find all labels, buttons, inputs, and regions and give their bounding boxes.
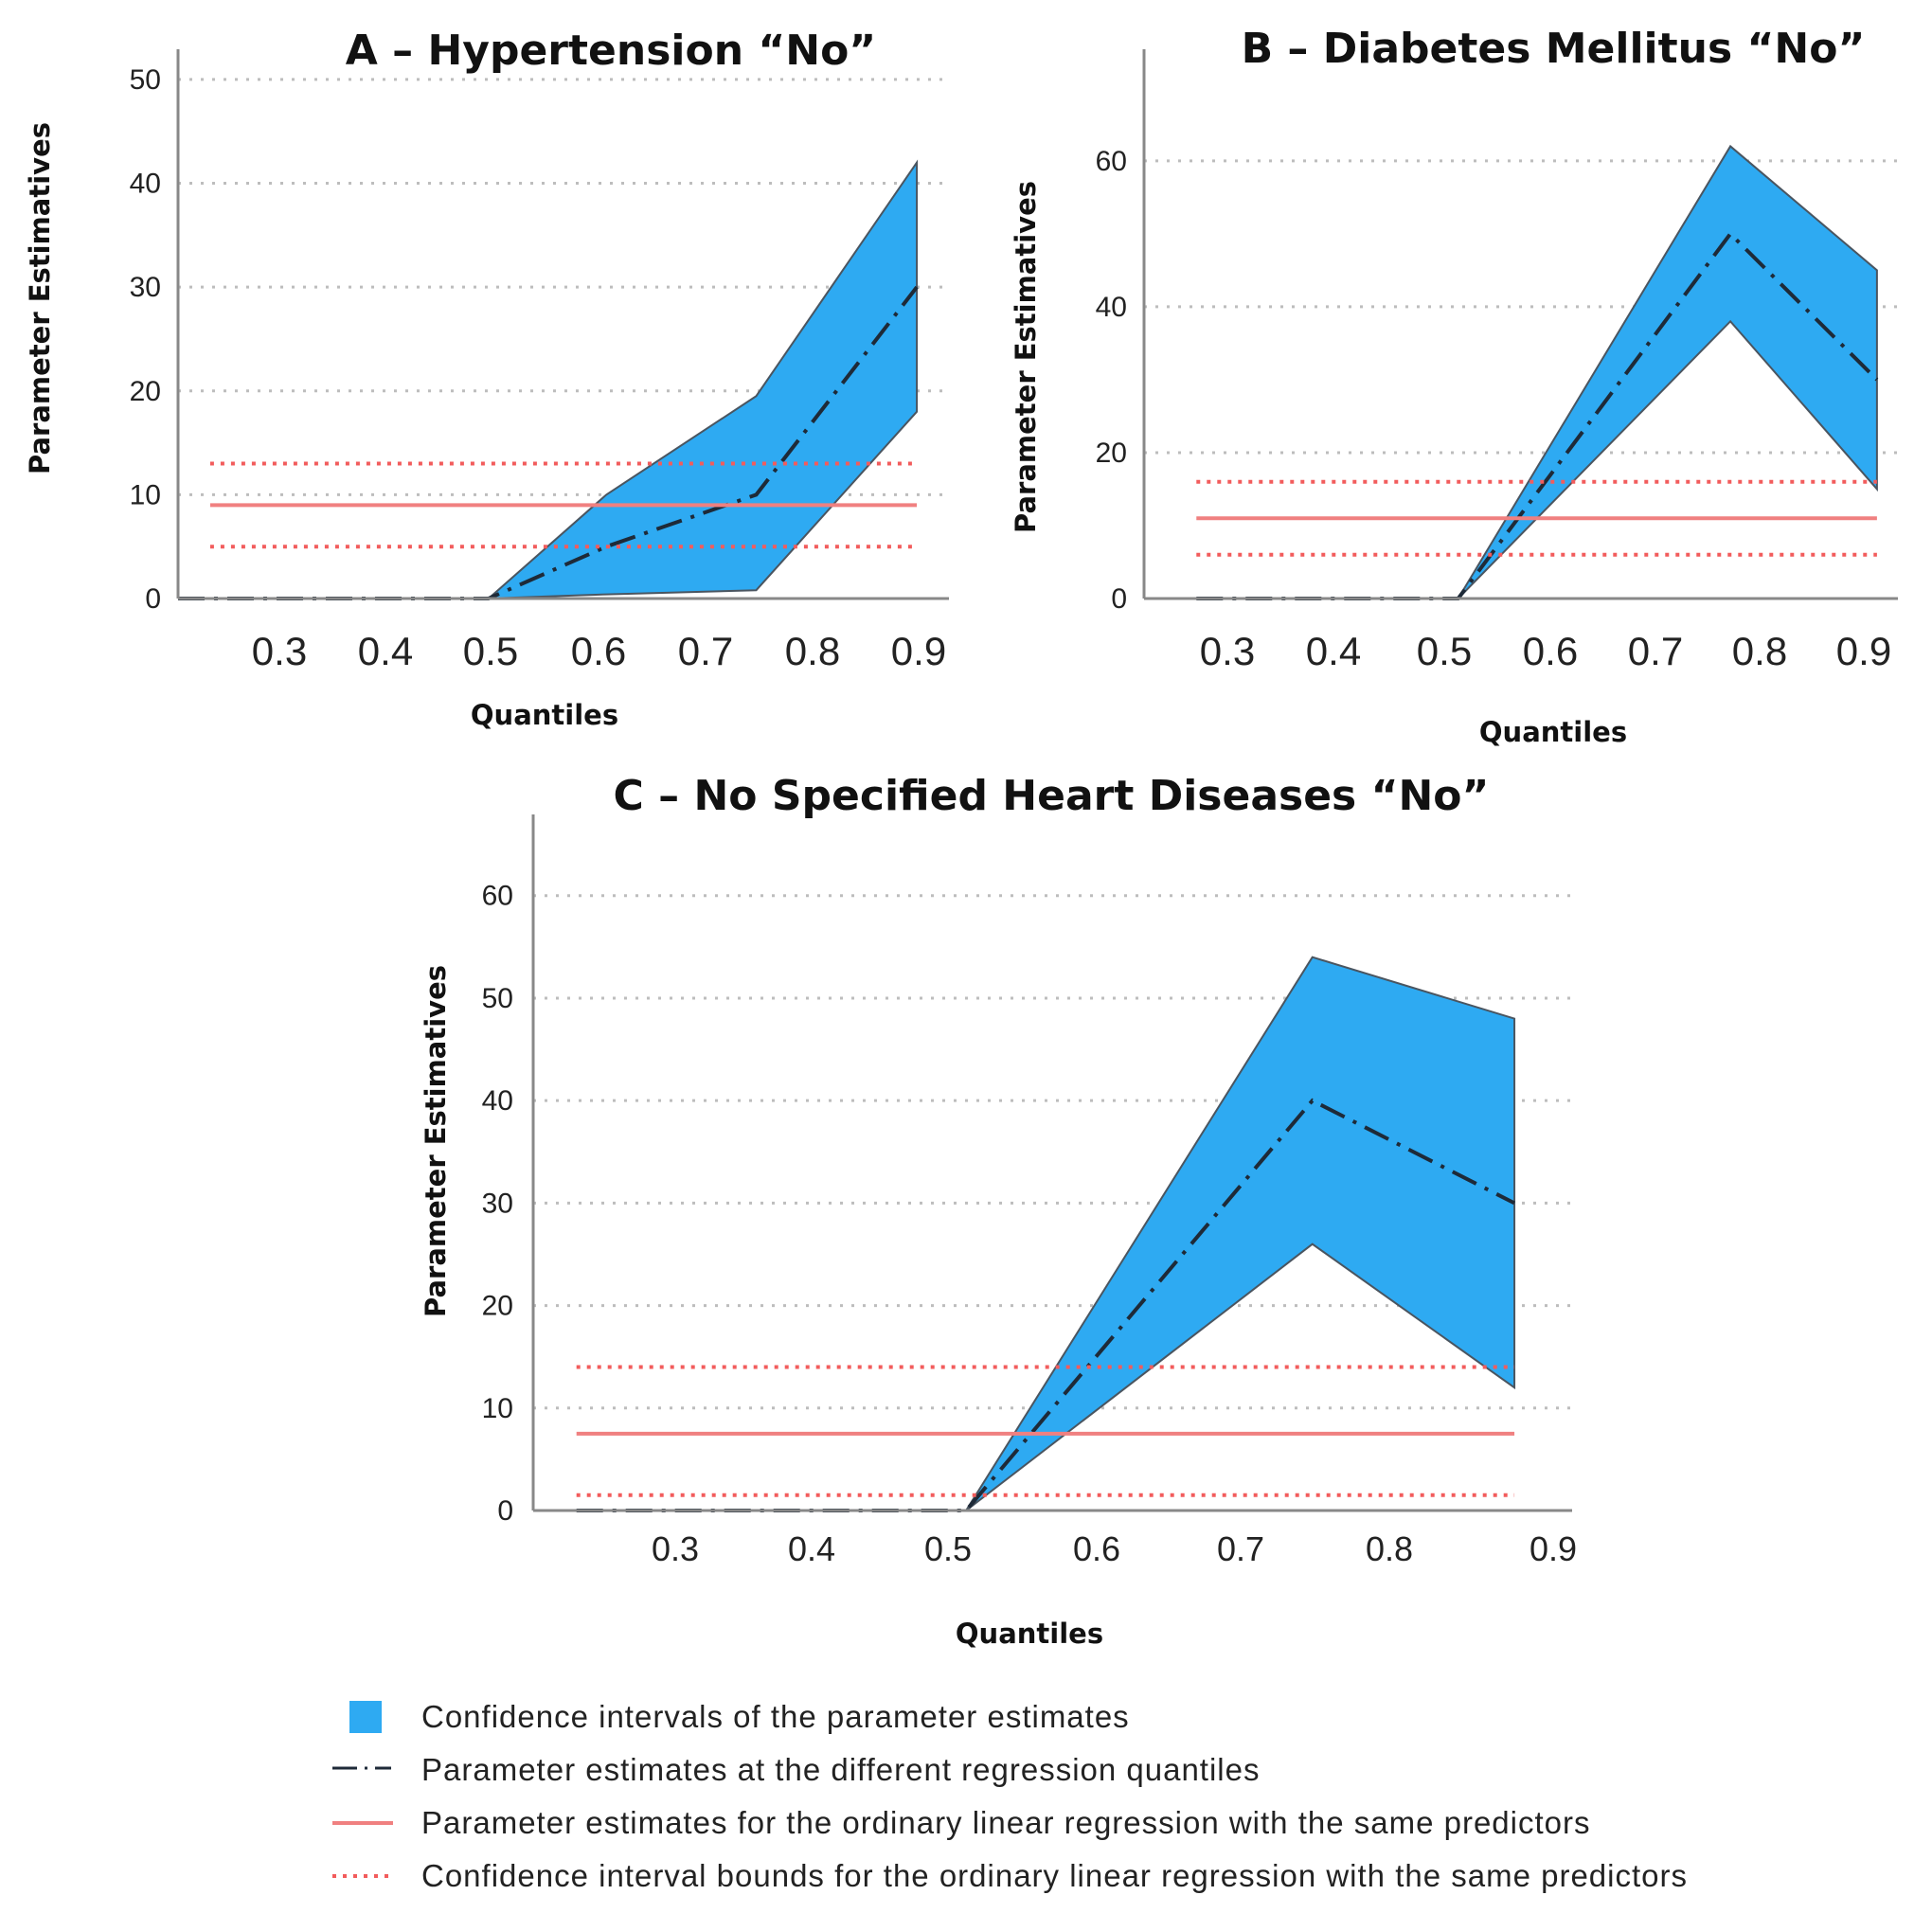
panel-c-ytick-label: 60 [482, 881, 513, 912]
panel-b-xtick-label: 0.8 [1732, 629, 1787, 673]
panel-a-xlabel: Quantiles [471, 699, 618, 731]
panel-c-xtick-label: 0.4 [788, 1529, 835, 1568]
panel-c-ytick-label: 20 [482, 1291, 513, 1322]
panel-c-xtick-label: 0.8 [1366, 1529, 1413, 1568]
panel-a-xtick-label: 0.9 [891, 629, 946, 673]
legend-item-ols-ci: Confidence interval bounds for the ordin… [327, 1850, 1899, 1903]
panel-a-ytick-label: 20 [130, 376, 161, 407]
panel-a-ytick-label: 50 [130, 64, 161, 96]
legend-swatch-quantile [327, 1751, 421, 1789]
panel-a-xtick-label: 0.3 [252, 629, 307, 673]
panel-a-xtick-label: 0.5 [463, 629, 518, 673]
panel-a-xtick-label: 0.4 [358, 629, 413, 673]
panel-c-xtick-label: 0.5 [924, 1529, 972, 1568]
panel-a: A – Hypertension “No” Quantiles Paramete… [24, 27, 949, 731]
panel-c-ytick-label: 40 [482, 1085, 513, 1117]
panel-c-xtick-label: 0.6 [1073, 1529, 1120, 1568]
panel-b-ytick-label: 20 [1096, 438, 1127, 469]
panel-c-ytick-label: 50 [482, 983, 513, 1014]
legend-swatch-ci [327, 1698, 421, 1736]
legend-item-ols: Parameter estimates for the ordinary lin… [327, 1797, 1899, 1850]
panel-b-xtick-label: 0.4 [1306, 629, 1361, 673]
legend: Confidence intervals of the parameter es… [327, 1690, 1899, 1903]
panel-b-xtick-label: 0.9 [1836, 629, 1891, 673]
panel-b-xtick-label: 0.7 [1628, 629, 1683, 673]
legend-swatch-ols-ci [327, 1857, 421, 1895]
panel-c-xtick-label: 0.7 [1217, 1529, 1264, 1568]
legend-item-quantile: Parameter estimates at the different reg… [327, 1743, 1899, 1797]
panel-a-ytick-label: 30 [130, 272, 161, 303]
panel-a-xtick-label: 0.7 [678, 629, 733, 673]
panel-b-ylabel: Parameter Estimatives [1010, 181, 1042, 533]
panel-b-ci-band [1196, 144, 1878, 599]
legend-item-ci: Confidence intervals of the parameter es… [327, 1690, 1899, 1743]
panel-b-ytick-label: 40 [1096, 292, 1127, 323]
panel-a-ytick-label: 10 [130, 479, 161, 510]
panel-a-ci-band [178, 159, 919, 599]
panel-b-xtick-label: 0.5 [1417, 629, 1472, 673]
panel-c-ytick-label: 10 [482, 1393, 513, 1424]
panel-c-ytick-label: 0 [497, 1495, 513, 1527]
panel-a-title: A – Hypertension “No” [346, 27, 876, 75]
panel-c-ci-band [576, 956, 1516, 1511]
legend-label-ols-ci: Confidence interval bounds for the ordin… [421, 1858, 1688, 1893]
panel-b-xtick-label: 0.6 [1523, 629, 1578, 673]
legend-label-ols: Parameter estimates for the ordinary lin… [421, 1805, 1591, 1840]
panel-a-xtick-label: 0.8 [785, 629, 840, 673]
panel-c-xlabel: Quantiles [956, 1618, 1103, 1650]
panel-c-title: C – No Specified Heart Diseases “No” [614, 772, 1490, 820]
panel-a-ytick-label: 0 [145, 583, 161, 615]
panel-b: B – Diabetes Mellitus “No” Quantiles Par… [1010, 25, 1898, 748]
panel-c-xtick-label: 0.3 [652, 1529, 699, 1568]
panel-a-xtick-label: 0.6 [571, 629, 626, 673]
legend-label-ci: Confidence intervals of the parameter es… [421, 1699, 1130, 1734]
panel-c: C – No Specified Heart Diseases “No” Qua… [420, 772, 1577, 1650]
panel-c-ylabel: Parameter Estimatives [420, 965, 452, 1317]
panel-b-xtick-label: 0.3 [1200, 629, 1255, 673]
panel-a-ylabel: Parameter Estimatives [24, 122, 56, 474]
panel-a-ytick-label: 40 [130, 169, 161, 200]
legend-swatch-ols [327, 1804, 421, 1842]
panel-b-ytick-label: 60 [1096, 146, 1127, 177]
panel-b-ytick-label: 0 [1111, 583, 1127, 615]
panel-c-xtick-label: 0.9 [1530, 1529, 1577, 1568]
panel-c-ytick-label: 30 [482, 1188, 513, 1219]
panel-b-title: B – Diabetes Mellitus “No” [1242, 25, 1866, 73]
panel-b-xlabel: Quantiles [1479, 716, 1627, 748]
legend-label-quantile: Parameter estimates at the different reg… [421, 1752, 1261, 1787]
